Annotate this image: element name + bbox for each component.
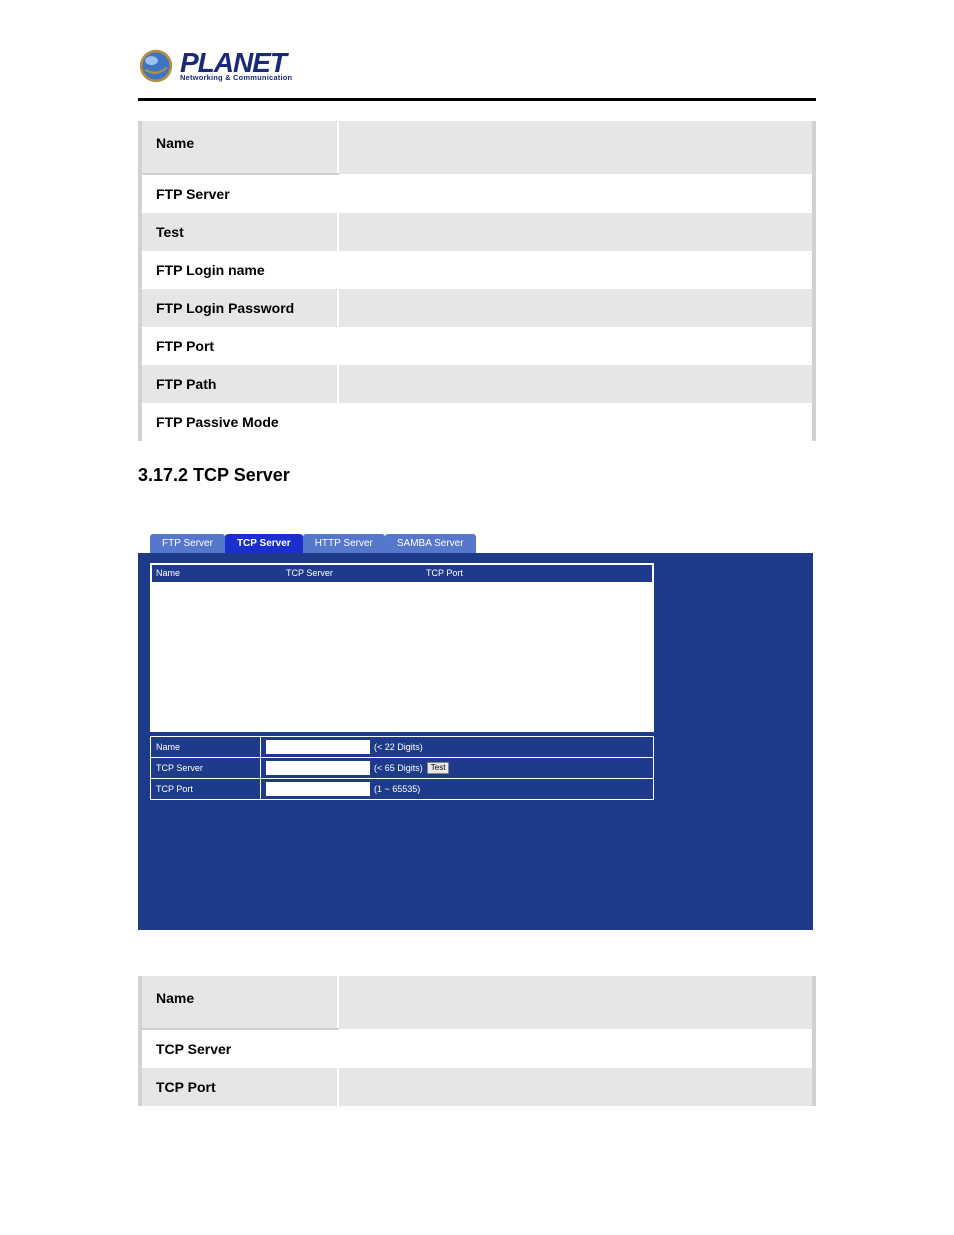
server-tabs: FTP ServerTCP ServerHTTP ServerSAMBA Ser… bbox=[138, 534, 813, 553]
list-col-server: TCP Server bbox=[286, 568, 426, 578]
tab-ftp-server[interactable]: FTP Server bbox=[150, 534, 225, 553]
property-label: TCP Server bbox=[140, 1029, 338, 1068]
brand-logo: PLANET Networking & Communication bbox=[138, 48, 816, 84]
property-value bbox=[338, 1068, 814, 1106]
property-value bbox=[338, 121, 814, 174]
tab-http-server[interactable]: HTTP Server bbox=[303, 534, 385, 553]
input-hint: (1 ~ 65535) bbox=[374, 784, 420, 794]
property-value bbox=[338, 976, 814, 1029]
property-label: FTP Passive Mode bbox=[140, 403, 338, 441]
property-label: FTP Server bbox=[140, 174, 338, 213]
tab-tcp-server[interactable]: TCP Server bbox=[225, 534, 303, 553]
name-input[interactable] bbox=[266, 740, 370, 754]
property-label: Name bbox=[140, 121, 338, 174]
property-value bbox=[338, 289, 814, 327]
property-label: Test bbox=[140, 213, 338, 251]
ftp-property-table: NameFTP ServerTestFTP Login nameFTP Logi… bbox=[138, 121, 816, 441]
property-value bbox=[338, 365, 814, 403]
form-value-cell: (< 65 Digits) Test bbox=[261, 758, 654, 779]
list-body-empty bbox=[160, 586, 644, 726]
property-value bbox=[338, 327, 814, 365]
test-button[interactable]: Test bbox=[427, 762, 450, 774]
section-heading: 3.17.2 TCP Server bbox=[138, 465, 816, 486]
form-label: Name bbox=[151, 737, 261, 758]
tcp-server-list: Name TCP Server TCP Port bbox=[150, 563, 654, 732]
property-value bbox=[338, 174, 814, 213]
tcp-server-input[interactable] bbox=[266, 761, 370, 775]
tcp-server-screenshot: FTP ServerTCP ServerHTTP ServerSAMBA Ser… bbox=[138, 534, 813, 930]
input-hint: (< 22 Digits) bbox=[374, 742, 423, 752]
list-col-port: TCP Port bbox=[426, 568, 546, 578]
globe-icon bbox=[138, 48, 174, 84]
property-value bbox=[338, 403, 814, 441]
property-label: FTP Port bbox=[140, 327, 338, 365]
property-label: FTP Login name bbox=[140, 251, 338, 289]
property-value bbox=[338, 1029, 814, 1068]
property-label: TCP Port bbox=[140, 1068, 338, 1106]
tcp-property-table: NameTCP ServerTCP Port bbox=[138, 976, 816, 1106]
form-value-cell: (< 22 Digits) bbox=[261, 737, 654, 758]
property-label: FTP Login Password bbox=[140, 289, 338, 327]
logo-word: PLANET bbox=[180, 50, 292, 75]
header-divider bbox=[138, 98, 816, 101]
property-value bbox=[338, 213, 814, 251]
tcp-port-input[interactable] bbox=[266, 782, 370, 796]
form-label: TCP Port bbox=[151, 779, 261, 800]
input-hint: (< 65 Digits) bbox=[374, 763, 423, 773]
list-col-name: Name bbox=[156, 568, 286, 578]
tcp-form: Name(< 22 Digits)TCP Server(< 65 Digits)… bbox=[150, 736, 654, 800]
list-header: Name TCP Server TCP Port bbox=[152, 565, 652, 582]
property-label: Name bbox=[140, 976, 338, 1029]
property-label: FTP Path bbox=[140, 365, 338, 403]
tab-samba-server[interactable]: SAMBA Server bbox=[385, 534, 476, 553]
form-value-cell: (1 ~ 65535) bbox=[261, 779, 654, 800]
logo-tagline: Networking & Communication bbox=[180, 73, 292, 82]
property-value bbox=[338, 251, 814, 289]
form-label: TCP Server bbox=[151, 758, 261, 779]
